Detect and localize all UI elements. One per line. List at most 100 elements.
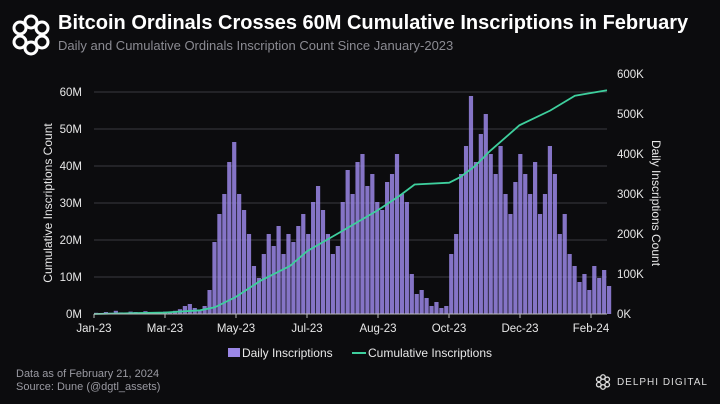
daily-bar: [459, 174, 464, 314]
daily-bar: [434, 302, 439, 314]
daily-bar: [444, 306, 449, 314]
daily-bar: [246, 234, 252, 314]
daily-bar: [241, 210, 247, 314]
y-right-tick: 500K: [617, 109, 644, 121]
daily-bar: [261, 254, 266, 314]
chart-title: Bitcoin Ordinals Crosses 60M Cumulative …: [58, 12, 689, 34]
daily-bar: [597, 278, 602, 314]
daily-bar: [404, 202, 409, 314]
daily-bar: [572, 266, 577, 314]
daily-bar: [301, 214, 306, 314]
x-tick: May-23: [217, 323, 255, 335]
y-right-tick: 100K: [617, 269, 644, 281]
daily-bar: [197, 310, 202, 314]
daily-bar: [607, 286, 612, 314]
daily-bar: [217, 214, 222, 314]
daily-bar: [286, 234, 291, 314]
daily-bar: [182, 306, 187, 314]
daily-bar: [552, 174, 557, 314]
daily-bar: [547, 146, 553, 314]
daily-bar: [488, 154, 493, 314]
daily-bar: [394, 154, 400, 314]
daily-bar: [237, 194, 242, 314]
daily-bar: [365, 186, 370, 314]
daily-bar: [315, 186, 321, 314]
x-tick: Oct-23: [432, 323, 467, 335]
daily-bar: [350, 194, 355, 314]
daily-bar: [542, 194, 548, 314]
brand: DELPHI DIGITAL: [595, 374, 708, 390]
daily-bar: [582, 274, 587, 314]
daily-bar: [567, 254, 572, 314]
daily-bar: [360, 154, 365, 314]
daily-bar: [557, 234, 562, 314]
legend-daily: Daily Inscriptions: [241, 345, 333, 360]
y-left-tick: 10M: [60, 272, 82, 284]
x-tick: Mar-23: [147, 323, 183, 335]
y-left-tick: 60M: [60, 87, 82, 99]
daily-bar: [345, 170, 350, 314]
y-left-label: Cumulative Inscriptions Count: [41, 123, 55, 283]
daily-bar: [222, 194, 227, 314]
daily-bar: [232, 142, 237, 314]
daily-bar: [592, 266, 597, 314]
daily-bar: [449, 254, 454, 314]
x-tick: Jan-23: [76, 323, 111, 335]
daily-bar: [508, 214, 513, 314]
daily-bar: [276, 226, 281, 314]
daily-bar: [389, 174, 395, 314]
daily-bar: [478, 134, 483, 314]
legend: Daily Inscriptions Cumulative Inscriptio…: [0, 345, 720, 360]
x-tick: Dec-23: [501, 323, 538, 335]
daily-bar: [454, 234, 459, 314]
daily-bar: [587, 290, 592, 314]
daily-bar: [473, 162, 479, 314]
daily-bar: [335, 246, 340, 314]
daily-bar: [385, 182, 390, 314]
y-right-tick: 200K: [617, 229, 644, 241]
daily-bar: [380, 210, 385, 314]
source: Source: Dune (@dgtl_assets): [16, 381, 161, 393]
daily-bar: [281, 254, 286, 314]
y-right-tick: 400K: [617, 149, 644, 161]
daily-bar: [271, 246, 276, 314]
daily-bar: [340, 202, 345, 314]
cumulative-line: [93, 89, 608, 315]
daily-bar: [463, 146, 469, 314]
daily-bar: [503, 194, 508, 314]
y-right-tick: 600K: [617, 69, 644, 81]
daily-bar: [528, 194, 533, 314]
y-left-tick: 50M: [60, 124, 82, 136]
daily-bar: [483, 114, 488, 314]
daily-bar: [518, 154, 523, 314]
daily-bar: [320, 210, 326, 314]
daily-bar: [355, 162, 360, 314]
daily-bar: [409, 274, 414, 314]
chart-subtitle: Daily and Cumulative Ordinals Inscriptio…: [58, 38, 454, 53]
daily-bar: [375, 202, 380, 314]
y-right-tick: 300K: [617, 189, 644, 201]
daily-bar: [533, 162, 538, 314]
daily-bar: [537, 214, 543, 314]
daily-bar: [498, 146, 503, 314]
x-tick: Jul-23: [291, 323, 322, 335]
x-tick: Feb-24: [573, 323, 610, 335]
daily-bar: [513, 182, 518, 314]
daily-bar: [306, 234, 311, 314]
daily-bar: [468, 96, 474, 314]
legend-cumulative: Cumulative Inscriptions: [367, 345, 493, 360]
y-left-tick: 40M: [60, 161, 82, 173]
y-left-tick: 30M: [60, 198, 82, 210]
daily-bar: [296, 226, 301, 314]
daily-bar: [523, 174, 528, 314]
brand-name: DELPHI DIGITAL: [616, 376, 708, 388]
data-as-of: Data as of February 21, 2024: [16, 368, 160, 380]
daily-bar: [256, 278, 261, 314]
daily-bar: [251, 266, 257, 314]
daily-bar: [429, 306, 434, 314]
daily-bar: [424, 298, 429, 314]
brand-logo-icon: [595, 374, 611, 390]
daily-bar: [562, 214, 567, 314]
legend-swatch-daily: [227, 348, 240, 358]
